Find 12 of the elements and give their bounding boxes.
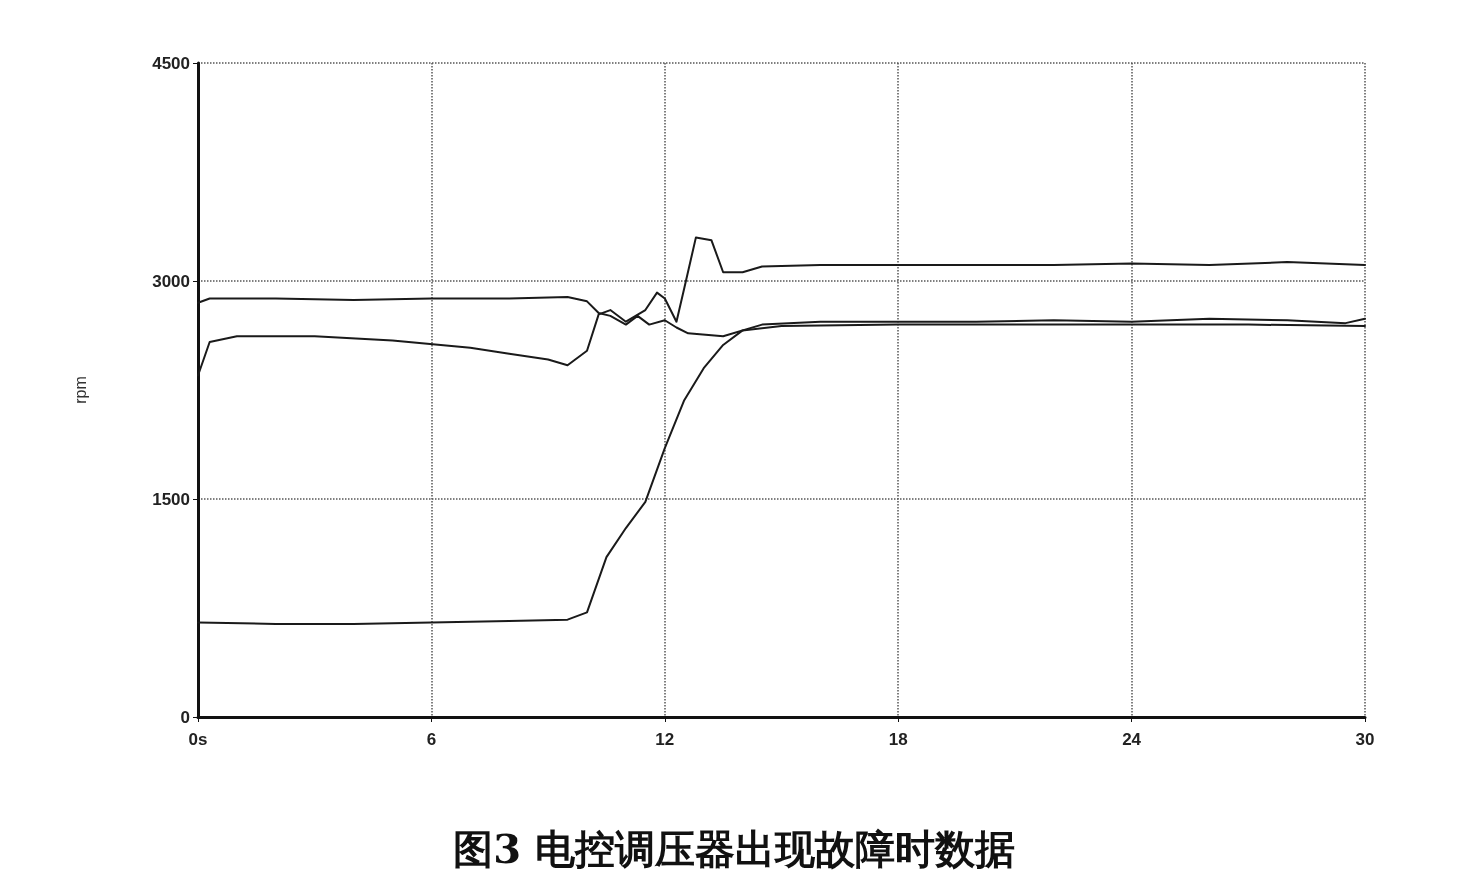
x-tick-label: 6 [426,730,437,749]
x-tick-label: 12 [655,730,675,749]
y-tick-label: 1500 [152,489,190,509]
x-tick-label: 18 [888,730,908,749]
y-tick-label: 4500 [152,53,190,73]
y-axis-title: rpm [71,376,89,404]
x-tick-label: 0s [188,730,208,749]
y-tick-label: 3000 [152,271,190,291]
x-tick-label: 30 [1355,730,1375,749]
y-tick-label: 0 [180,707,190,727]
text: 图3 电控调压器出现故障时数据 [453,824,1015,872]
x-tick-label: 24 [1122,730,1142,749]
